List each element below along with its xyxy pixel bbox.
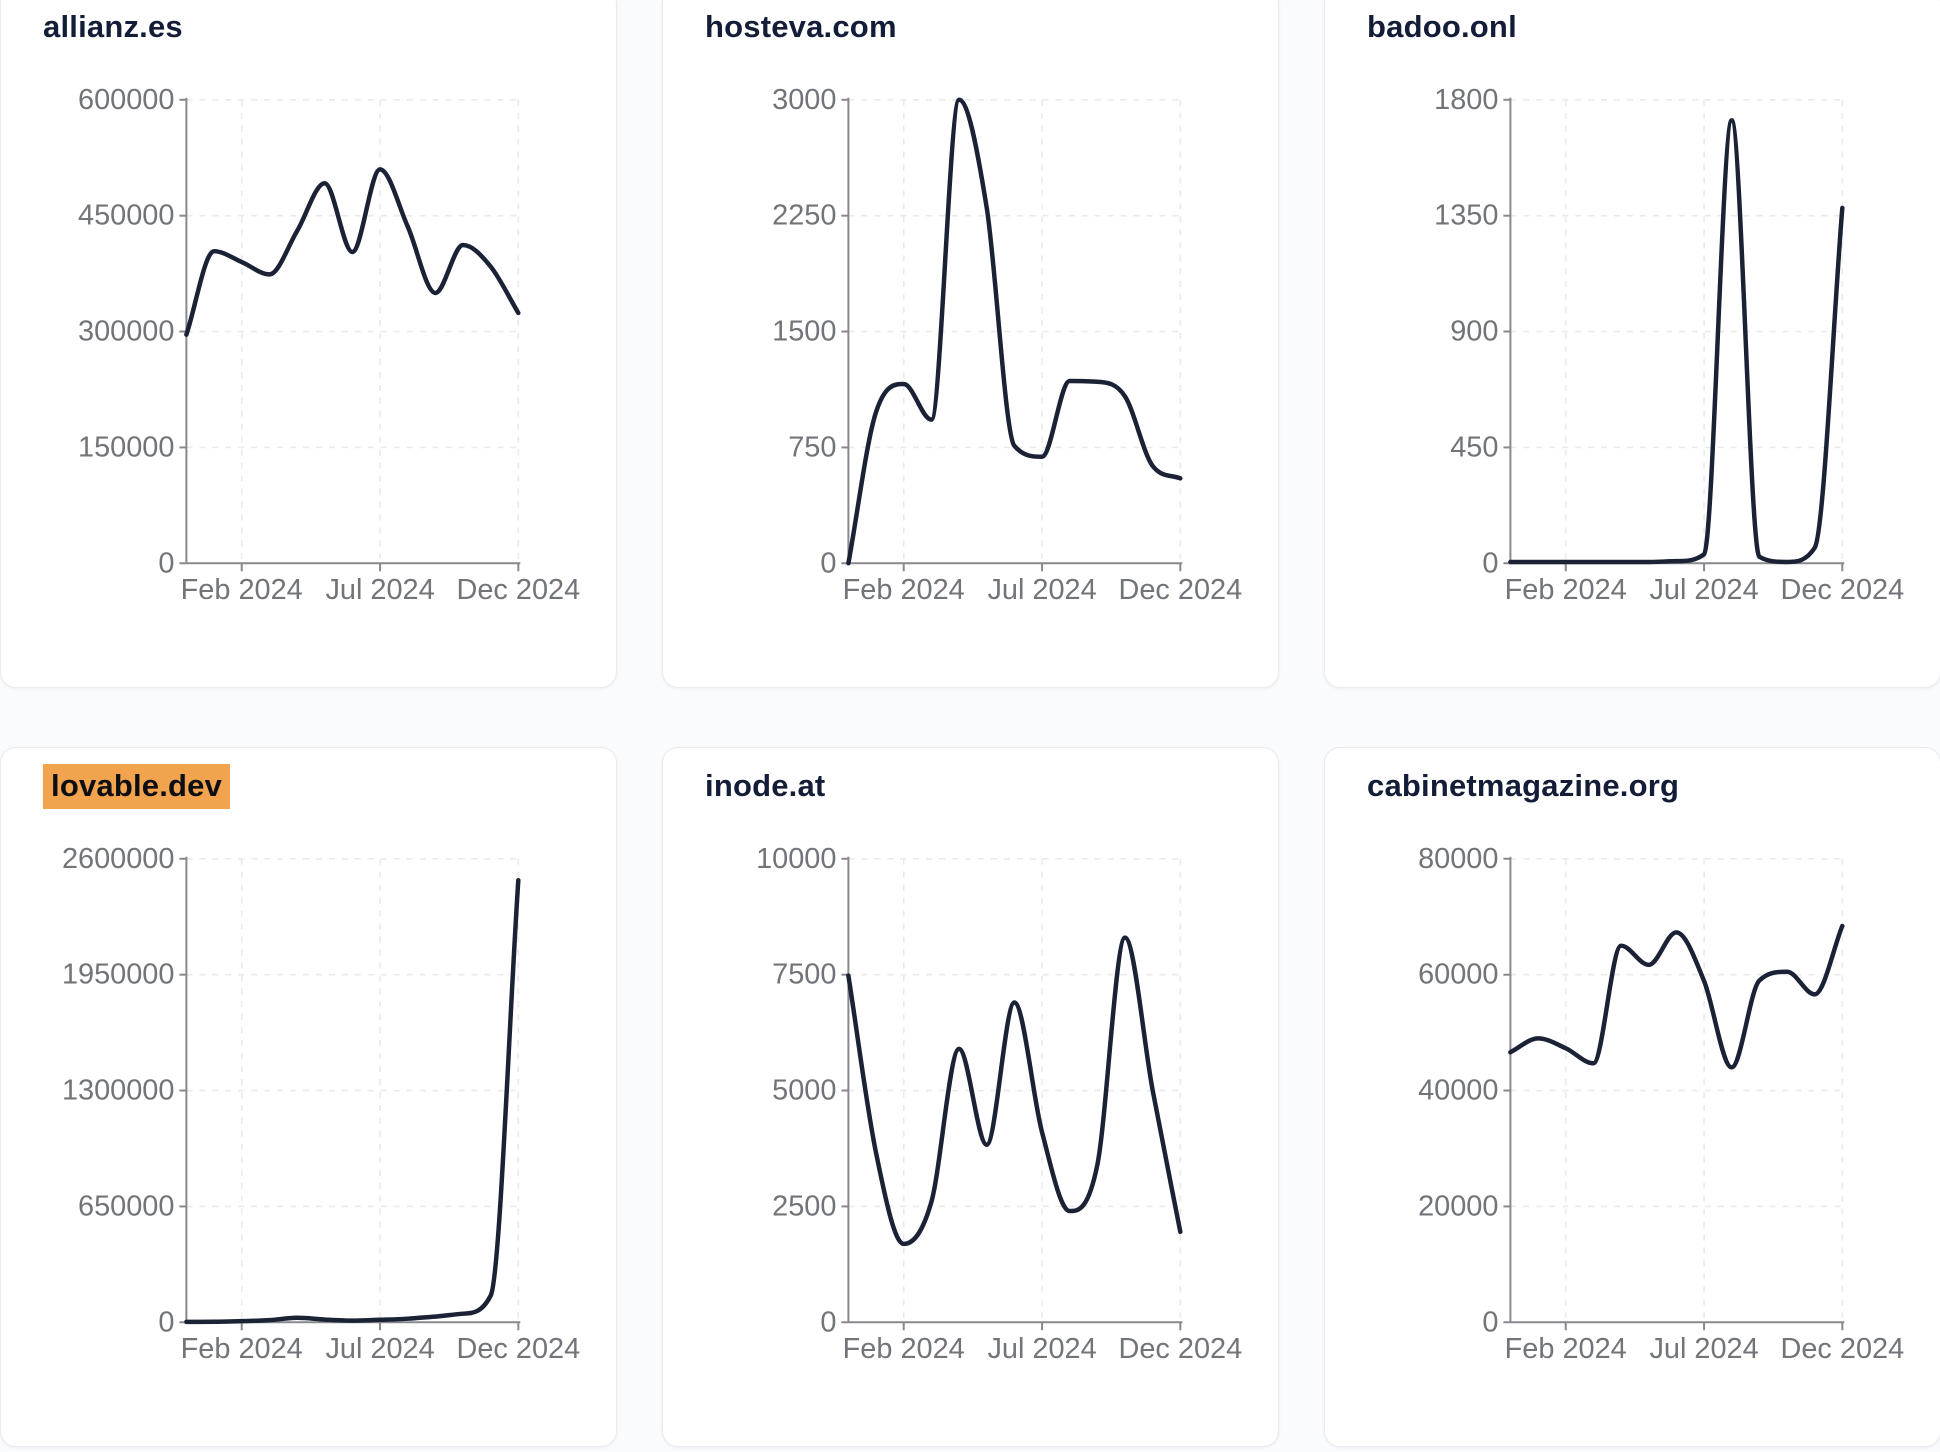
chart-line bbox=[184, 877, 521, 1325]
traffic-chart-card[interactable]: 0 650000 1300000 1950000 2600000 Feb 2024 Jul … bbox=[0, 747, 617, 1447]
x-tick-label: Dec 2024 bbox=[1780, 574, 1904, 606]
traffic-line-chart: 0 450 900 1350 1800 Feb 2024 Jul 2024 Dec 2024 bbox=[1434, 84, 1904, 606]
chart-line bbox=[846, 935, 1183, 1247]
x-tick-label: Feb 2024 bbox=[1505, 574, 1627, 606]
y-tick-label: 0 bbox=[1482, 547, 1498, 579]
x-tick-label: Jul 2024 bbox=[987, 1333, 1096, 1365]
y-tick-label: 7500 bbox=[772, 959, 836, 991]
x-tick-label: Jul 2024 bbox=[325, 1333, 434, 1365]
y-tick-label: 2600000 bbox=[62, 843, 174, 875]
y-tick-label: 40000 bbox=[1418, 1075, 1498, 1107]
x-tick-label: Feb 2024 bbox=[181, 574, 303, 606]
chart-title: inode.at bbox=[705, 768, 825, 804]
chart-line bbox=[846, 97, 1183, 566]
y-tick-label: 450000 bbox=[78, 200, 174, 232]
traffic-line-chart: 0 150000 300000 450000 600000 Feb 2024 Jul 202… bbox=[78, 84, 580, 606]
traffic-line-chart: 0 2500 5000 7500 10000 Feb 2024 Jul 2024 Dec 20… bbox=[756, 843, 1242, 1365]
chart-title: allianz.es bbox=[43, 9, 183, 45]
y-tick-label: 0 bbox=[158, 1306, 174, 1338]
chart-title: cabinetmagazine.org bbox=[1367, 768, 1679, 804]
y-tick-label: 150000 bbox=[78, 431, 174, 463]
y-tick-label: 600000 bbox=[78, 84, 174, 116]
y-tick-label: 3000 bbox=[772, 84, 836, 116]
traffic-line-chart: 0 20000 40000 60000 80000 Feb 2024 Jul 2024 Dec… bbox=[1418, 843, 1904, 1365]
x-tick-label: Jul 2024 bbox=[987, 574, 1096, 606]
y-tick-label: 0 bbox=[820, 547, 836, 579]
traffic-chart-card[interactable]: 0 750 1500 2250 3000 Feb 2024 Jul 2024 Dec 2024… bbox=[662, 0, 1279, 688]
x-tick-label: Dec 2024 bbox=[1118, 574, 1242, 606]
chart-line bbox=[1508, 923, 1845, 1070]
x-tick-label: Dec 2024 bbox=[456, 1333, 580, 1365]
chart-title: hosteva.com bbox=[705, 9, 897, 45]
x-tick-label: Feb 2024 bbox=[1505, 1333, 1627, 1365]
traffic-chart-card[interactable]: 0 20000 40000 60000 80000 Feb 2024 Jul 2024 Dec… bbox=[1324, 747, 1940, 1447]
chart-title: lovable.dev bbox=[43, 764, 231, 809]
chart-title-text: allianz.es bbox=[43, 9, 183, 44]
y-tick-label: 2250 bbox=[772, 200, 836, 232]
chart-title-text: badoo.onl bbox=[1367, 9, 1517, 44]
x-tick-label: Feb 2024 bbox=[843, 574, 965, 606]
y-tick-label: 20000 bbox=[1418, 1190, 1498, 1222]
y-tick-label: 900 bbox=[1450, 316, 1498, 348]
chart-line bbox=[1508, 118, 1845, 565]
x-tick-label: Dec 2024 bbox=[1118, 1333, 1242, 1365]
traffic-chart-card[interactable]: 0 2500 5000 7500 10000 Feb 2024 Jul 2024 Dec 20… bbox=[662, 747, 1279, 1447]
traffic-line-chart: 0 750 1500 2250 3000 Feb 2024 Jul 2024 Dec 2024 bbox=[772, 84, 1242, 606]
traffic-chart-card[interactable]: 0 450 900 1350 1800 Feb 2024 Jul 2024 Dec 2024 … bbox=[1324, 0, 1940, 688]
x-tick-label: Jul 2024 bbox=[1649, 574, 1758, 606]
chart-title-text: cabinetmagazine.org bbox=[1367, 768, 1680, 803]
x-tick-label: Dec 2024 bbox=[1780, 1333, 1904, 1365]
y-tick-label: 0 bbox=[1482, 1306, 1498, 1338]
y-tick-label: 650000 bbox=[78, 1190, 174, 1222]
x-tick-label: Dec 2024 bbox=[456, 574, 580, 606]
y-tick-label: 2500 bbox=[772, 1190, 836, 1222]
y-tick-label: 1950000 bbox=[62, 959, 174, 991]
y-tick-label: 450 bbox=[1450, 431, 1498, 463]
x-tick-label: Feb 2024 bbox=[843, 1333, 965, 1365]
y-tick-label: 80000 bbox=[1418, 843, 1498, 875]
y-tick-label: 1800 bbox=[1434, 84, 1498, 116]
chart-title: badoo.onl bbox=[1367, 9, 1517, 45]
chart-title-text: lovable.dev bbox=[43, 764, 231, 809]
traffic-chart-card[interactable]: 0 150000 300000 450000 600000 Feb 2024 Jul 202… bbox=[0, 0, 617, 688]
chart-title-text: hosteva.com bbox=[705, 9, 897, 44]
y-tick-label: 0 bbox=[820, 1306, 836, 1338]
y-tick-label: 300000 bbox=[78, 316, 174, 348]
y-tick-label: 60000 bbox=[1418, 959, 1498, 991]
y-tick-label: 750 bbox=[788, 431, 836, 463]
chart-line bbox=[184, 167, 521, 337]
chart-title-text: inode.at bbox=[705, 768, 826, 803]
x-tick-label: Feb 2024 bbox=[181, 1333, 303, 1365]
y-tick-label: 1500 bbox=[772, 316, 836, 348]
x-tick-label: Jul 2024 bbox=[1649, 1333, 1758, 1365]
y-tick-label: 5000 bbox=[772, 1075, 836, 1107]
x-tick-label: Jul 2024 bbox=[325, 574, 434, 606]
y-tick-label: 0 bbox=[158, 547, 174, 579]
y-tick-label: 10000 bbox=[756, 843, 836, 875]
y-tick-label: 1350 bbox=[1434, 200, 1498, 232]
traffic-line-chart: 0 650000 1300000 1950000 2600000 Feb 2024 Jul … bbox=[62, 843, 580, 1365]
y-tick-label: 1300000 bbox=[62, 1075, 174, 1107]
